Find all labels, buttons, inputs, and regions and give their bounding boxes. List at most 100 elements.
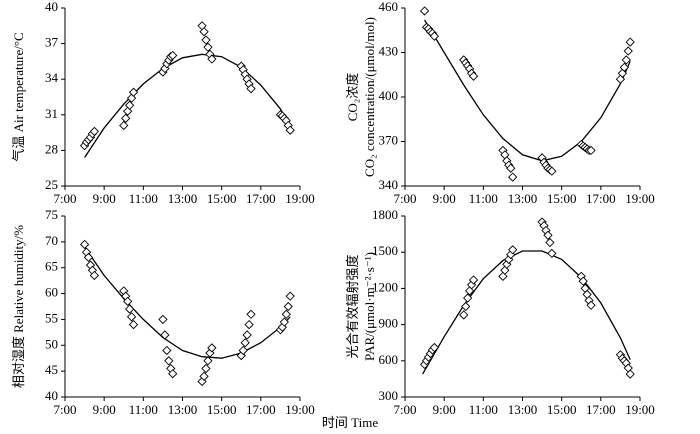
x-tick-label: 17:00 [586, 191, 616, 206]
fit-curve [84, 246, 291, 359]
data-point [468, 275, 479, 285]
data-point [168, 369, 178, 379]
y-tick-label: 70 [45, 233, 58, 248]
data-point [124, 304, 135, 314]
data-point [240, 338, 250, 348]
data-point [158, 314, 168, 325]
data-point [621, 55, 631, 65]
data-point [207, 343, 217, 353]
fit-curve [422, 250, 631, 375]
data-point [160, 330, 170, 340]
y-tick-label: 50 [45, 336, 58, 351]
data-point [246, 84, 256, 94]
data-point [615, 74, 626, 84]
data-point [238, 345, 248, 356]
x-tick-label: 7:00 [53, 191, 76, 206]
fit-curve [84, 53, 291, 158]
data-point [201, 363, 211, 374]
data-point [508, 245, 518, 255]
y-tick-label: 300 [379, 388, 399, 403]
x-tick-label: 17:00 [246, 402, 276, 417]
y-tick-label: 400 [379, 88, 399, 103]
x-tick-label: 17:00 [246, 191, 276, 206]
y-tick-label: 40 [45, 0, 58, 14]
x-tick-label: 9:00 [93, 191, 116, 206]
y-tick-label: 60 [45, 285, 58, 300]
data-point [83, 252, 94, 263]
data-point [586, 300, 596, 310]
data-point [124, 100, 135, 110]
data-point [203, 42, 213, 52]
x-tick-label: 13:00 [168, 191, 198, 206]
data-point [429, 342, 440, 353]
data-point [464, 286, 475, 296]
x-tick-label: 11:00 [129, 402, 158, 417]
y-tick-label: 1200 [372, 279, 398, 294]
y-tick-label: 75 [45, 207, 58, 222]
data-point [164, 356, 174, 366]
x-tick-label: 7:00 [393, 402, 416, 417]
y-axis-label: PAR/(μmol·m⁻²·s⁻¹) [362, 252, 377, 361]
data-point [89, 126, 100, 137]
x-tick-label: 9:00 [433, 402, 456, 417]
y-tick-label: 28 [45, 141, 58, 156]
y-tick-label: 55 [45, 310, 58, 325]
data-point [498, 271, 508, 281]
data-point [203, 356, 213, 366]
y-axis-label: CO₂浓度 [345, 73, 360, 122]
data-point [207, 54, 217, 64]
data-point [283, 301, 293, 312]
x-axis-label: 时间 Time [322, 415, 378, 430]
data-point [543, 230, 553, 240]
y-tick-label: 600 [379, 352, 399, 367]
x-tick-label: 15:00 [207, 191, 237, 206]
data-point [547, 166, 557, 176]
y-axis-label: 相对湿度 Relative humidity/% [11, 225, 26, 388]
x-tick-label: 11:00 [469, 402, 498, 417]
y-tick-label: 340 [379, 177, 399, 192]
fit-curve [424, 19, 631, 162]
data-point [123, 106, 133, 116]
y-tick-label: 34 [45, 70, 59, 85]
y-tick-label: 37 [45, 35, 59, 50]
data-point [121, 113, 131, 123]
x-tick-label: 11:00 [129, 191, 158, 206]
data-point [506, 163, 516, 173]
x-tick-label: 19:00 [625, 191, 655, 206]
data-point [508, 172, 518, 182]
y-tick-label: 370 [379, 132, 399, 147]
y-tick-label: 460 [379, 0, 399, 14]
data-point [463, 293, 473, 303]
y-tick-label: 1800 [372, 207, 398, 222]
data-point [279, 317, 289, 327]
data-point [459, 310, 469, 320]
data-point [429, 31, 440, 41]
data-point [128, 319, 139, 330]
x-tick-label: 19:00 [285, 191, 315, 206]
y-tick-label: 1500 [372, 243, 398, 258]
data-point [468, 71, 479, 81]
x-tick-label: 15:00 [547, 191, 577, 206]
data-point [126, 312, 137, 322]
y-tick-label: 40 [45, 388, 58, 403]
data-point [242, 330, 252, 340]
x-tick-label: 15:00 [207, 402, 237, 417]
data-point [119, 120, 129, 131]
x-tick-label: 9:00 [433, 191, 456, 206]
data-point [625, 369, 635, 379]
data-point [623, 46, 633, 56]
x-tick-label: 13:00 [508, 402, 538, 417]
y-tick-label: 31 [45, 106, 58, 121]
data-point [285, 125, 295, 135]
data-point [201, 35, 211, 45]
data-point [578, 276, 588, 286]
data-point [199, 371, 209, 381]
x-tick-label: 7:00 [393, 191, 416, 206]
x-tick-label: 19:00 [625, 402, 655, 417]
data-point [123, 296, 133, 306]
x-tick-label: 11:00 [469, 191, 498, 206]
data-point [586, 145, 596, 156]
x-tick-label: 19:00 [285, 402, 315, 417]
x-tick-label: 7:00 [53, 402, 76, 417]
